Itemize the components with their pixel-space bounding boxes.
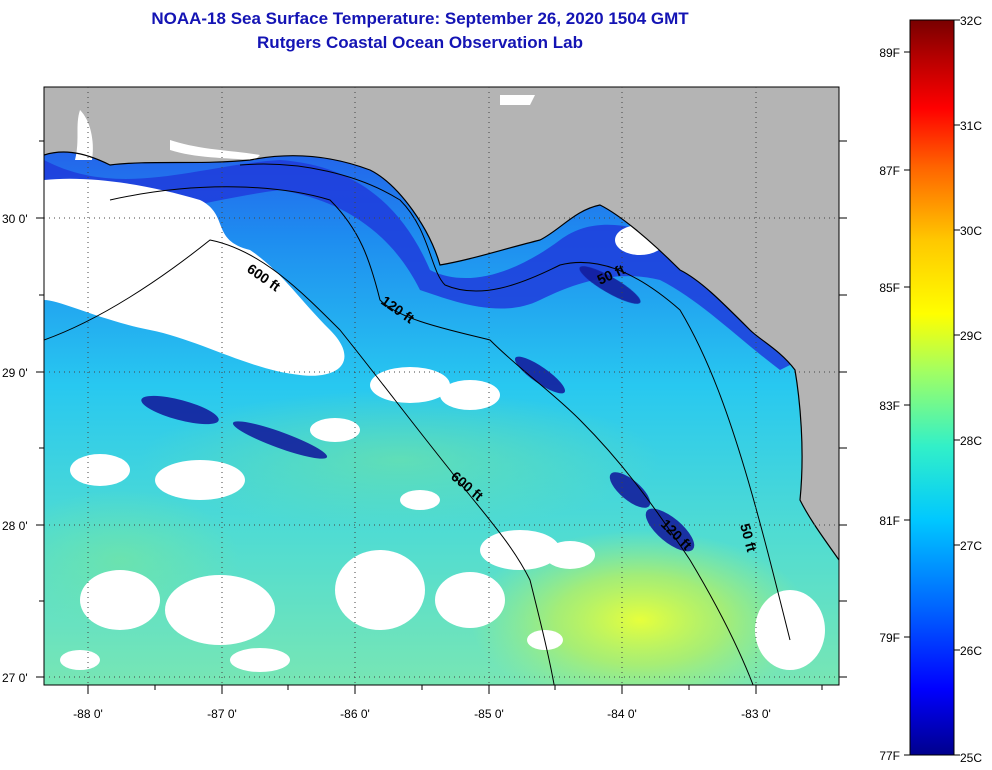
lat-label: 30 0' (2, 212, 28, 226)
lon-label: -85 0' (474, 707, 504, 721)
colorbar-celsius-label: 29C (960, 329, 982, 343)
colorbar-gradient (909, 19, 955, 756)
contour-label: 50 ft (737, 522, 760, 554)
colorbar-fahrenheit-label: 83F (879, 399, 900, 413)
inland-water (75, 95, 535, 160)
map-subtitle: Rutgers Coastal Ocean Observation Lab (257, 33, 583, 52)
colorbar-fahrenheit-label: 89F (879, 46, 900, 60)
lon-label: -86 0' (340, 707, 370, 721)
lon-label: -84 0' (607, 707, 637, 721)
lat-label: 29 0' (2, 366, 28, 380)
lat-label: 27 0' (2, 671, 28, 685)
contour-120ft (109, 186, 754, 685)
colorbar-celsius-label: 31C (960, 119, 982, 133)
land (44, 87, 839, 560)
depth-contours (44, 163, 791, 685)
colorbar-celsius-label: 32C (960, 14, 982, 28)
axis-ticks (36, 140, 847, 694)
map-title: NOAA-18 Sea Surface Temperature: Septemb… (151, 9, 689, 28)
lon-label: -87 0' (207, 707, 237, 721)
colorbar-fahrenheit-label: 85F (879, 281, 900, 295)
colorbar-celsius-label: 30C (960, 224, 982, 238)
colorbar-celsius-label: 26C (960, 644, 982, 658)
colorbar-fahrenheit-label: 77F (879, 749, 900, 763)
lat-label: 28 0' (2, 519, 28, 533)
longitude-labels: -88 0' -87 0' -86 0' -85 0' -84 0' -83 0… (73, 707, 771, 721)
map-frame (43, 86, 840, 686)
colorbar: 32C 31C 30C 29C 28C 27C 26C 25C 89F 87F … (879, 14, 982, 765)
colorbar-fahrenheit-label: 81F (879, 514, 900, 528)
colorbar-celsius-label: 28C (960, 434, 982, 448)
lon-label: -83 0' (741, 707, 771, 721)
contour-600ft (44, 239, 555, 685)
lon-label: -88 0' (73, 707, 103, 721)
colorbar-fahrenheit-label: 87F (879, 164, 900, 178)
contour-50ft (239, 163, 791, 641)
latitude-labels: 30 0' 29 0' 28 0' 27 0' (2, 212, 28, 685)
colorbar-celsius-label: 27C (960, 539, 982, 553)
colorbar-fahrenheit-label: 79F (879, 631, 900, 645)
coastline (44, 151, 839, 561)
sst-image (44, 87, 839, 685)
cloud-cover (44, 178, 825, 672)
cool-coastal-band (44, 160, 800, 370)
cold-streaks (141, 266, 695, 552)
colorbar-celsius-label: 25C (960, 751, 982, 765)
